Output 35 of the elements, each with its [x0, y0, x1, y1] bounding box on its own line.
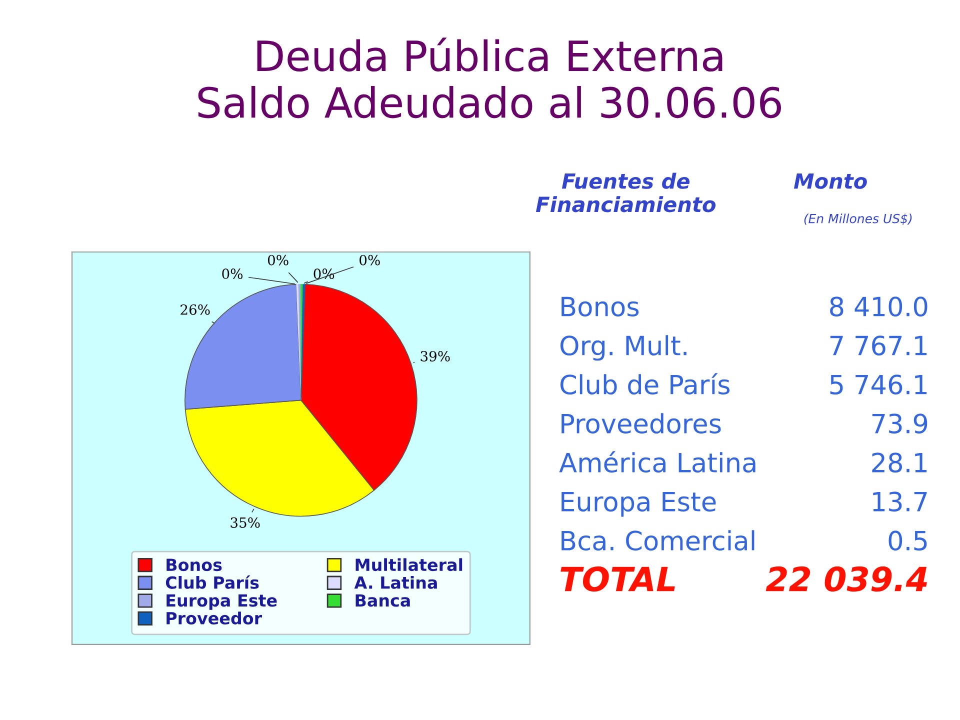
- data-label: 0%: [268, 254, 288, 266]
- text: 7 767.1: [830, 336, 927, 356]
- text: (En Millones US$): [804, 214, 912, 225]
- text: 28.1: [872, 452, 927, 473]
- text: 8 410.0: [830, 296, 928, 317]
- text: 5 746.1: [830, 374, 927, 395]
- legend-label: Multilateral: [356, 558, 462, 572]
- data-label: 39%: [420, 350, 450, 362]
- legend-label: Proveedor: [166, 612, 262, 625]
- category-label: Bca. Comercial: [562, 530, 754, 551]
- text: 0.5: [888, 530, 927, 551]
- data-label: 0%: [360, 254, 380, 266]
- category-label: Europa Este: [562, 492, 716, 517]
- data-label: 26%: [180, 304, 210, 315]
- legend-label: Banca: [356, 594, 410, 607]
- pie-slice: [300, 284, 306, 400]
- category-label: Club de París: [560, 373, 730, 395]
- legend-label: Europa Este: [166, 594, 277, 610]
- category-label: Proveedores: [562, 413, 721, 434]
- text: 73.9: [872, 414, 928, 434]
- legend-label: Bonos: [166, 558, 222, 572]
- chart-title: Deuda Pública Externa Saldo Adeudado al 30.06.06: [198, 38, 782, 118]
- text: 22 039.4: [766, 566, 927, 592]
- category-label: Org. Mult.: [560, 335, 686, 361]
- legend-label: Club París: [166, 575, 259, 589]
- data-label: 0%: [222, 268, 243, 280]
- category-label: Bonos: [562, 296, 639, 317]
- data-label: 35%: [230, 517, 260, 528]
- text: Monto: [794, 173, 867, 189]
- text: 13.7: [873, 492, 927, 512]
- source-note: Fuentes de Financiamiento: [536, 172, 716, 212]
- data-label: 0%: [314, 268, 334, 280]
- category-label: TOTAL: [560, 566, 675, 592]
- legend-label: A. Latina: [354, 576, 437, 589]
- category-label: América Latina: [559, 451, 756, 473]
